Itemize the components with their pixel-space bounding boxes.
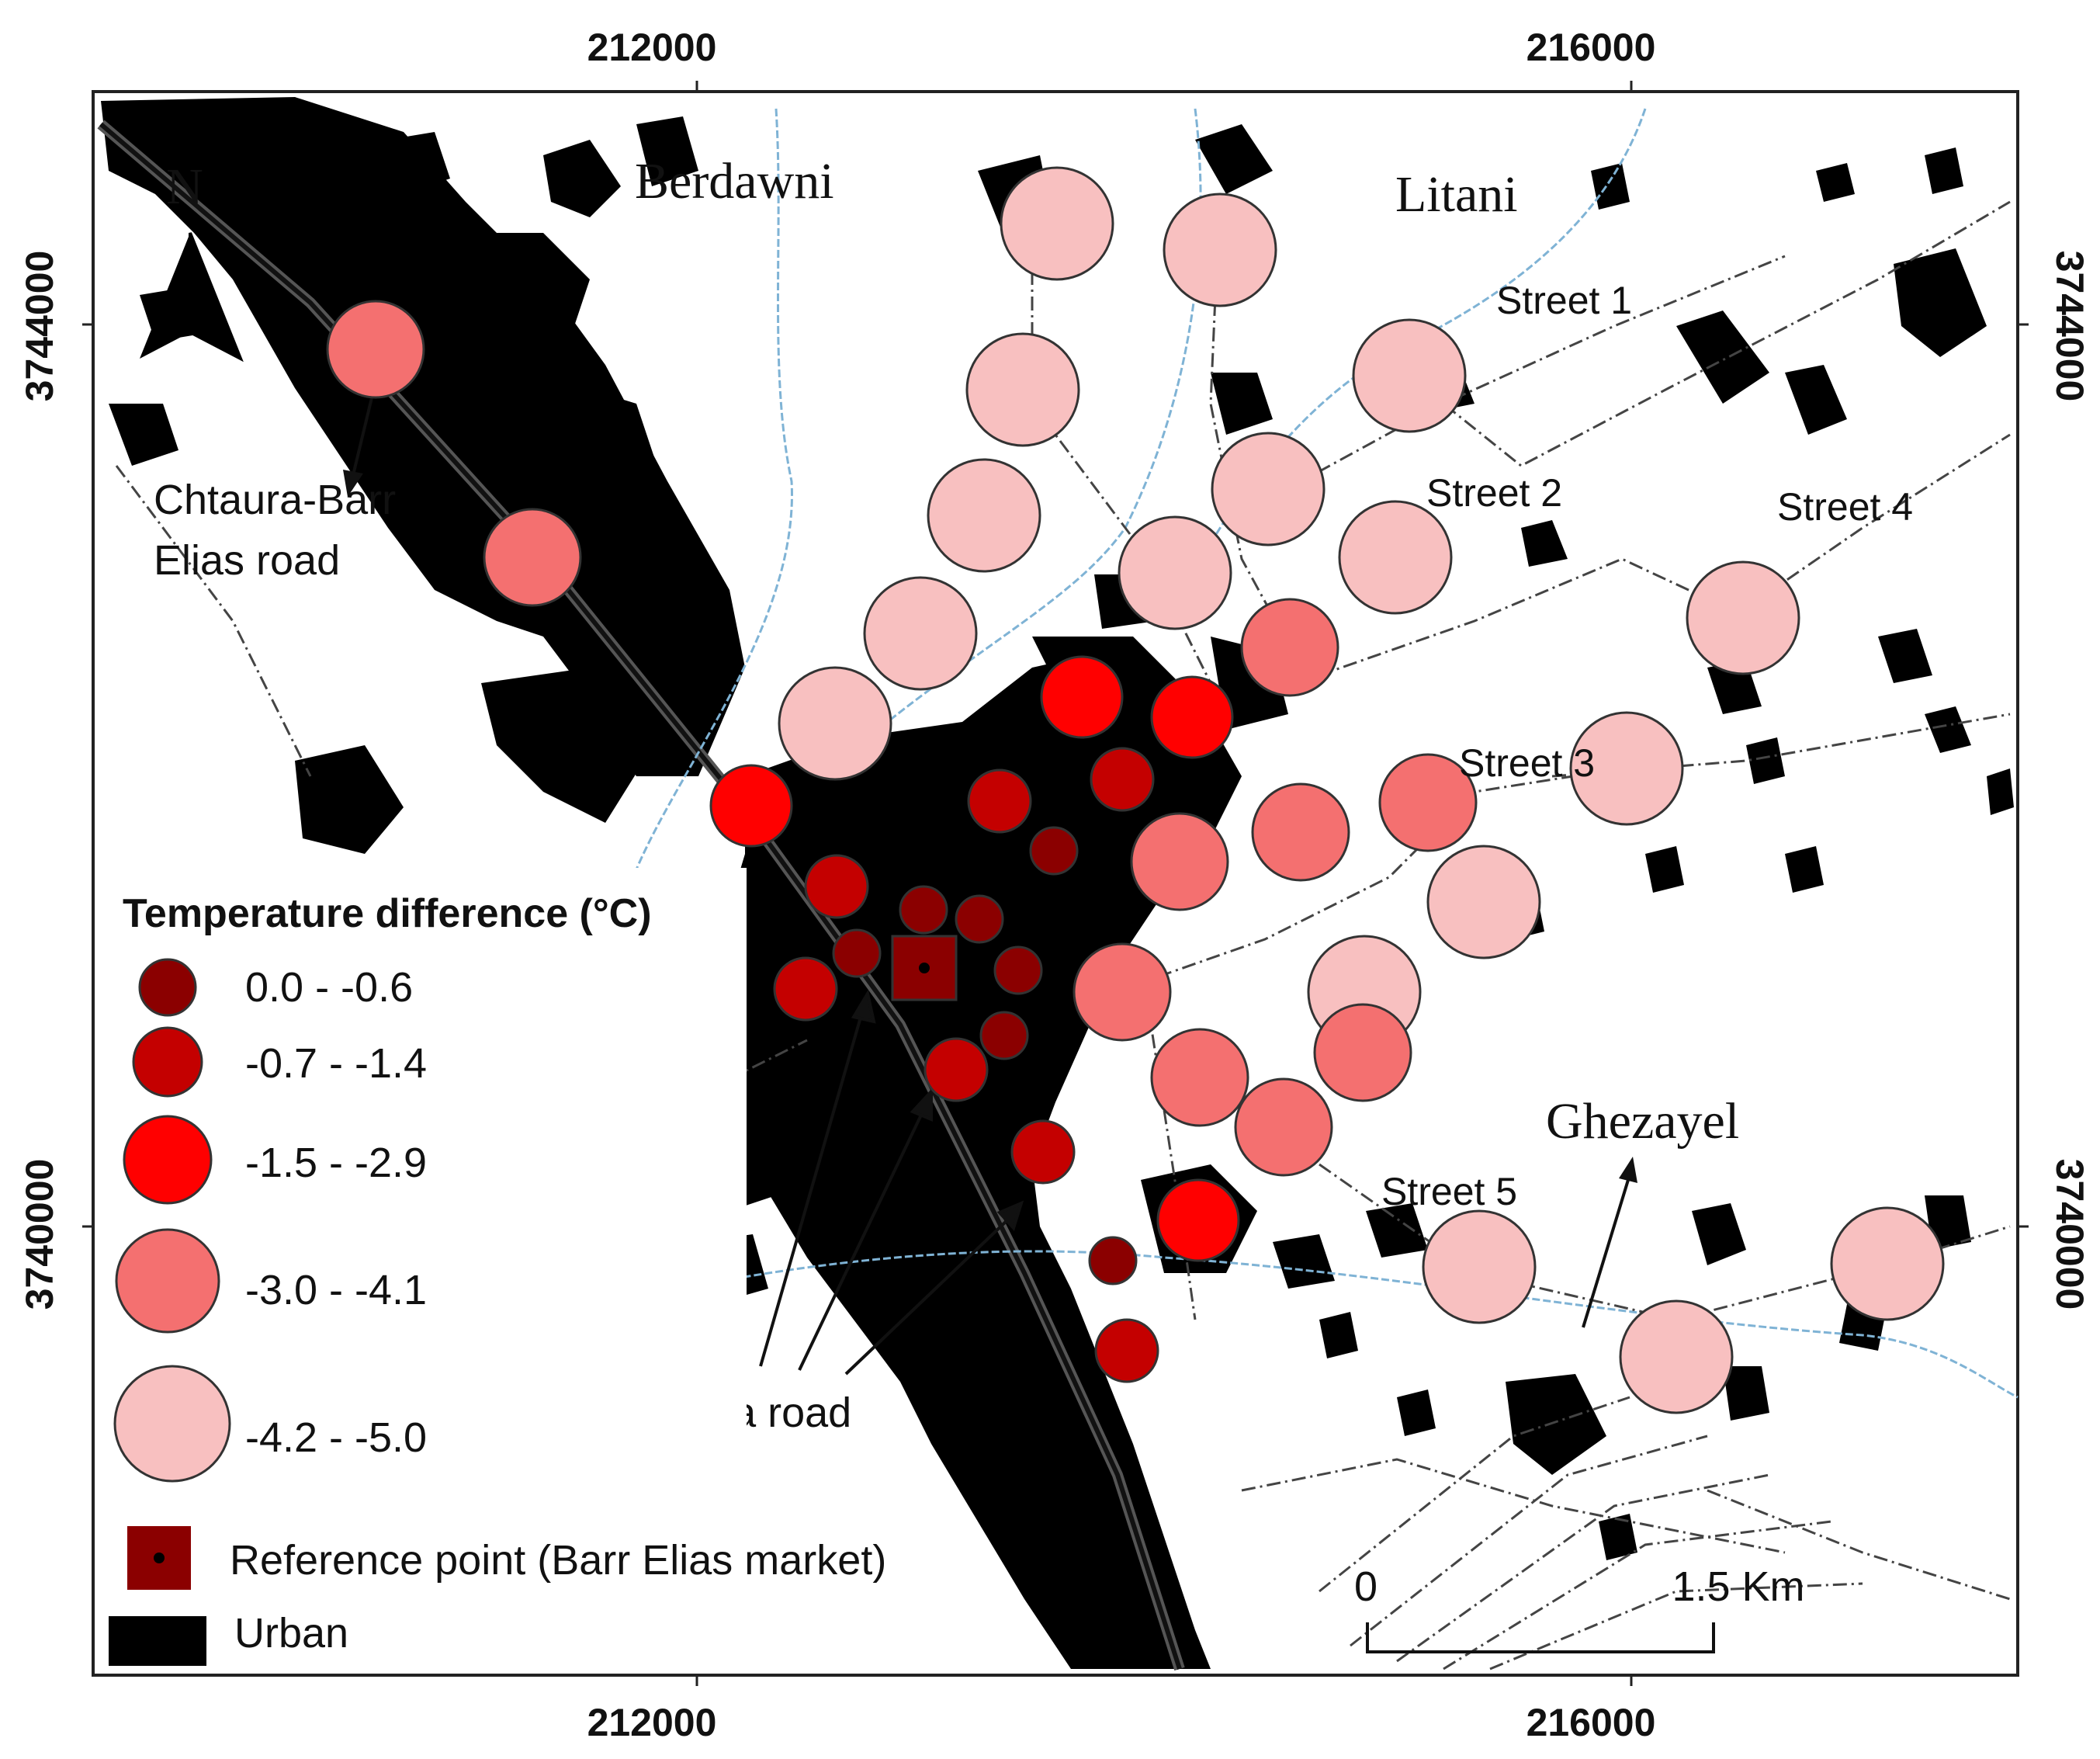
temperature-point <box>899 885 948 935</box>
temperature-point <box>924 1037 989 1102</box>
temperature-point <box>1211 432 1325 546</box>
temperature-point <box>709 764 793 848</box>
north-arrow-icon: N <box>140 158 244 363</box>
street-label-5: Street 5 <box>1381 1170 1517 1213</box>
temperature-point <box>863 576 978 691</box>
y-axis-left-label-3740000: 3740000 <box>18 1159 61 1310</box>
legend-label-class-4: -3.0 - -4.1 <box>245 1267 427 1313</box>
street-label-3: Street 3 <box>1459 741 1595 785</box>
temperature-point <box>965 332 1080 447</box>
temperature-point <box>955 894 1004 944</box>
temperature-point <box>1313 1003 1412 1102</box>
north-label: N <box>166 158 203 215</box>
temperature-point <box>1094 1318 1159 1383</box>
legend-symbol-class-1 <box>138 958 197 1017</box>
temperature-point <box>1040 655 1124 739</box>
legend: Temperature difference (°C) 0.0 - -0.6 -… <box>95 868 886 1674</box>
temperature-point <box>1240 598 1339 697</box>
temperature-point <box>1130 812 1229 911</box>
road-label-chtaura-line1: Chtaura-Barr <box>154 477 396 523</box>
temperature-point <box>1422 1209 1537 1324</box>
y-axis-left-label-3744000: 3744000 <box>18 251 61 402</box>
temperature-point <box>1090 747 1155 812</box>
legend-symbol-class-4 <box>115 1228 220 1334</box>
temperature-point <box>1010 1119 1076 1185</box>
scale-bar: 0 1.5 Km <box>1354 1563 1805 1653</box>
temperature-point <box>1163 193 1277 307</box>
legend-label-urban: Urban <box>234 1610 348 1657</box>
temperature-point <box>1118 515 1232 630</box>
place-label-litani: Litani <box>1395 166 1518 223</box>
legend-label-class-1: 0.0 - -0.6 <box>245 964 413 1011</box>
temperature-point <box>993 945 1043 995</box>
legend-symbol-class-3 <box>123 1115 213 1205</box>
temperature-point <box>1426 845 1541 959</box>
temperature-point <box>1029 826 1079 876</box>
temperature-point <box>1073 942 1172 1042</box>
legend-label-reference: Reference point (Barr Elias market) <box>230 1537 886 1584</box>
temperature-point <box>1619 1299 1734 1414</box>
x-axis-top-label-216000: 216000 <box>1526 26 1656 69</box>
temperature-points <box>326 166 1945 1414</box>
street-label-4: Street 4 <box>1777 485 1913 529</box>
temperature-point <box>773 956 838 1022</box>
temperature-point <box>967 768 1032 834</box>
scale-bar-end-label: 1.5 Km <box>1672 1563 1804 1610</box>
y-axis-right-label-3740000: 3740000 <box>2048 1159 2091 1310</box>
temperature-point <box>778 666 892 781</box>
temperature-point <box>1150 675 1234 759</box>
temperature-point <box>1088 1236 1138 1285</box>
temperature-point <box>1830 1206 1945 1321</box>
temperature-point <box>979 1011 1029 1060</box>
temperature-point <box>1251 782 1350 882</box>
temperature-point <box>927 458 1041 573</box>
temperature-point <box>483 508 582 607</box>
temperature-point <box>804 854 869 919</box>
place-label-berdawni: Berdawni <box>635 153 834 210</box>
x-axis-bottom-label-216000: 216000 <box>1526 1701 1656 1744</box>
temperature-point <box>1686 560 1800 675</box>
y-axis-right-label-3744000: 3744000 <box>2048 251 2091 402</box>
temperature-point <box>1150 1028 1249 1127</box>
temperature-point <box>1000 166 1114 281</box>
temperature-point <box>326 300 425 399</box>
temperature-point <box>1569 711 1684 826</box>
temperature-point <box>1338 500 1453 615</box>
place-label-ghezayel: Ghezayel <box>1546 1093 1739 1150</box>
road-label-chtaura-line2: Elias road <box>154 537 340 584</box>
scale-bar-start-label: 0 <box>1354 1563 1377 1610</box>
temperature-point <box>1378 753 1478 852</box>
legend-label-class-5: -4.2 - -5.0 <box>245 1414 427 1461</box>
legend-symbol-urban <box>109 1616 206 1666</box>
chtaura-road-arrow <box>343 387 376 497</box>
legend-symbol-class-2 <box>132 1026 203 1098</box>
x-axis-top-label-212000: 212000 <box>587 26 717 69</box>
legend-label-class-2: -0.7 - -1.4 <box>245 1040 427 1087</box>
legend-symbol-class-5 <box>113 1365 231 1483</box>
temperature-point <box>1352 318 1467 433</box>
masnaa-road-arrows <box>759 989 1024 1376</box>
street-label-2: Street 2 <box>1426 471 1562 515</box>
temperature-point <box>1234 1077 1333 1177</box>
ghezayel-arrow <box>1582 1157 1637 1328</box>
street-label-1: Street 1 <box>1496 279 1632 322</box>
x-axis-bottom-label-212000: 212000 <box>587 1701 717 1744</box>
temperature-point <box>1156 1178 1240 1262</box>
legend-label-class-3: -1.5 - -2.9 <box>245 1140 427 1186</box>
legend-title: Temperature difference (°C) <box>123 891 652 936</box>
temperature-point <box>832 928 882 978</box>
